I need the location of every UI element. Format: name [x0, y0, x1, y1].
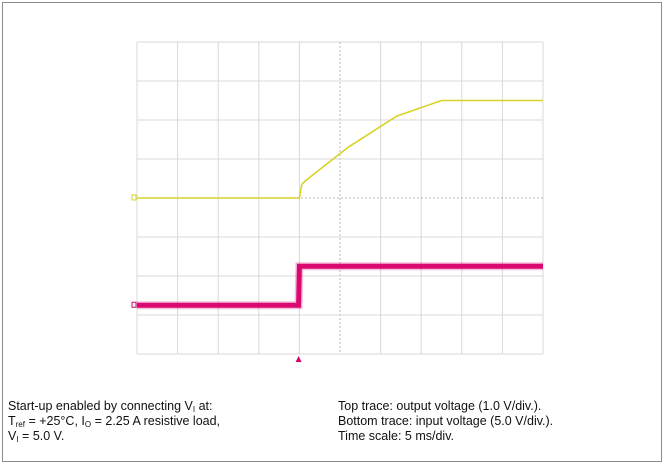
- caption-trace-info: Top trace: output voltage (1.0 V/div.). …: [338, 399, 656, 444]
- caption-left-line-2: Tref = +25°C, IO = 2.25 A resistive load…: [8, 414, 221, 429]
- caption-left-line-1: Start-up enabled by connecting VI at:: [8, 399, 213, 414]
- channel-ground-marker: [131, 301, 137, 308]
- trigger-marker: [295, 356, 302, 362]
- trace-noise-band: [137, 262, 543, 310]
- caption-bottom-trace: Bottom trace: input voltage (5.0 V/div.)…: [338, 414, 554, 428]
- caption-conditions: Start-up enabled by connecting VI at: Tr…: [8, 399, 328, 444]
- scope-traces: [137, 99, 543, 310]
- trace-line: [137, 263, 543, 308]
- caption-top-trace: Top trace: output voltage (1.0 V/div.).: [338, 399, 542, 413]
- channel-markers: [131, 194, 302, 362]
- trace-line: [137, 99, 543, 199]
- scope-grid: [136, 41, 544, 355]
- caption-left-line-3: VI = 5.0 V.: [8, 429, 65, 444]
- caption-time-scale: Time scale: 5 ms/div.: [338, 429, 454, 443]
- channel-ground-marker: [131, 194, 137, 201]
